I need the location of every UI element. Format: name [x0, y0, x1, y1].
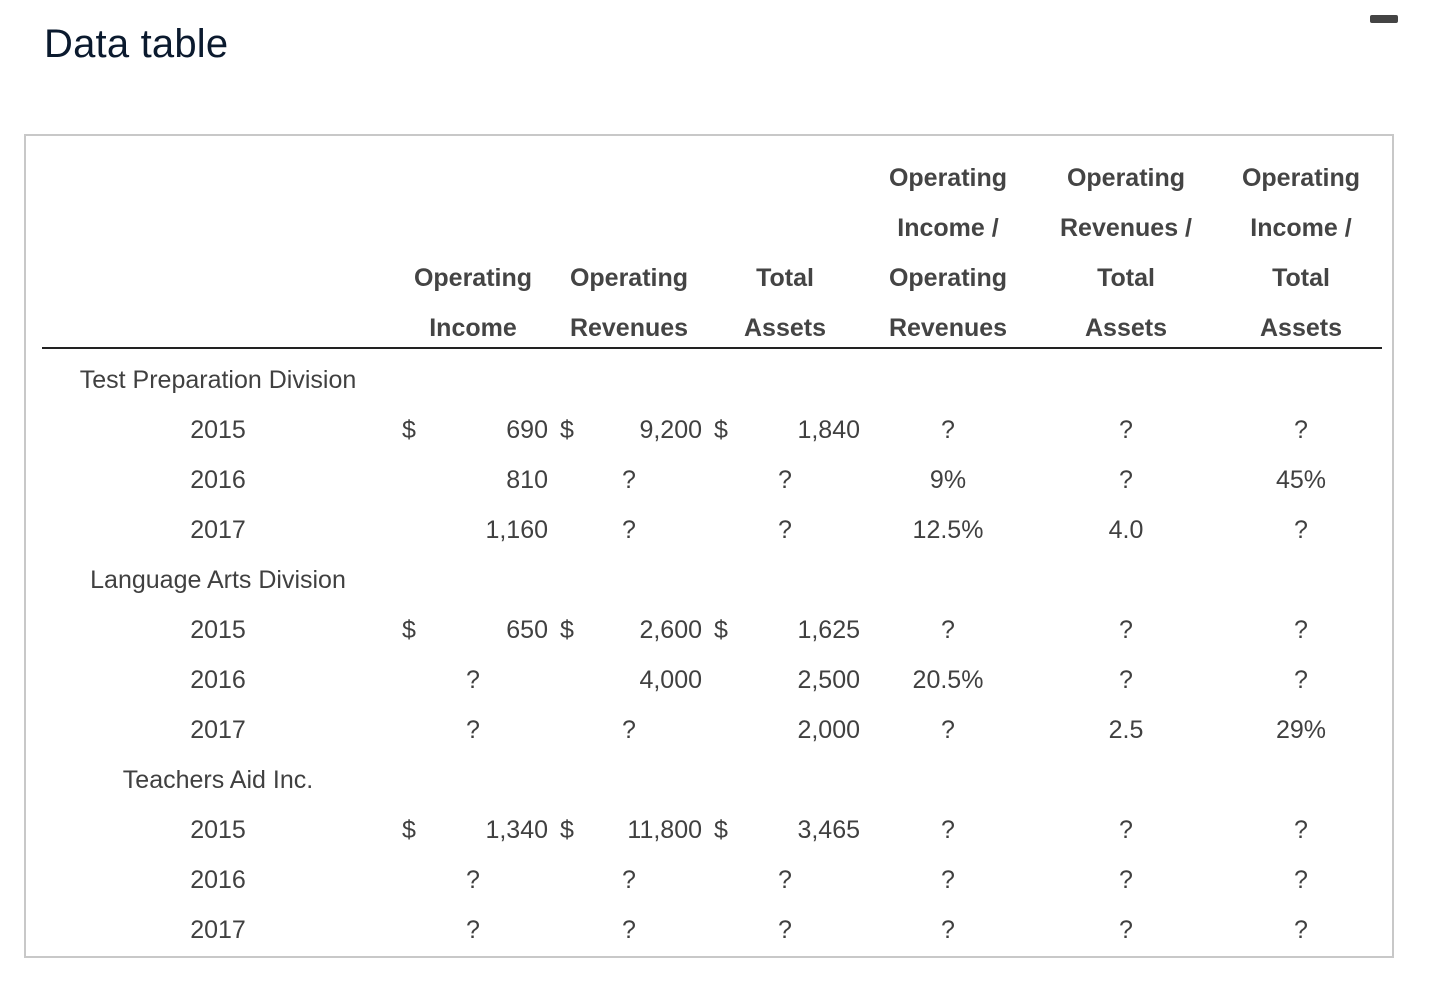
table-cell-rev-cur: $	[560, 616, 574, 644]
group-name: Test Preparation Division	[79, 366, 357, 394]
row-year: 2015	[190, 416, 246, 444]
table-cell-oi-ta: 29%	[1275, 716, 1327, 744]
data-table: Operating Income Operating Revenues Total Ass…	[24, 134, 1394, 958]
table-cell-assets-cur: $	[714, 616, 728, 644]
row-year: 2017	[190, 916, 246, 944]
column-header: Operating	[888, 164, 1008, 192]
table-cell-assets: 3,465	[797, 816, 860, 844]
row-year: 2016	[190, 466, 246, 494]
table-cell-rev-cur: ?	[622, 916, 636, 944]
table-cell-income-cur: ?	[466, 716, 480, 744]
table-cell-oi-ta: ?	[1294, 416, 1308, 444]
table-cell-oi-or: 12.5%	[912, 516, 984, 544]
table-cell-oi-ta: ?	[1294, 866, 1308, 894]
table-cell-assets: 2,500	[797, 666, 860, 694]
table-cell-rev-cur: $	[560, 416, 574, 444]
table-cell-revenues: 4,000	[639, 666, 702, 694]
table-cell-assets-cur: ?	[778, 916, 792, 944]
table-cell-income: 1,340	[485, 816, 548, 844]
table-cell-income: 1,160	[485, 516, 548, 544]
table-cell-oi-or: ?	[941, 716, 955, 744]
table-cell-rev-cur: $	[560, 816, 574, 844]
table-cell-or-ta: ?	[1119, 916, 1133, 944]
table-cell-or-ta: ?	[1119, 816, 1133, 844]
table-cell-income: 810	[506, 466, 548, 494]
table-cell-oi-ta: ?	[1294, 516, 1308, 544]
table-cell-oi-ta: 45%	[1275, 466, 1327, 494]
column-header: Assets	[1085, 314, 1167, 342]
column-header: Operating	[569, 264, 689, 292]
column-header: Total	[756, 264, 814, 292]
table-cell-assets-cur: $	[714, 416, 728, 444]
page-title: Data table	[44, 22, 229, 66]
table-cell-revenues: 11,800	[627, 816, 702, 844]
table-cell-or-ta: ?	[1119, 666, 1133, 694]
table-cell-assets: 2,000	[797, 716, 860, 744]
table-cell-or-ta: ?	[1119, 416, 1133, 444]
column-header: Assets	[744, 314, 826, 342]
table-cell-or-ta: 2.5	[1108, 716, 1144, 744]
row-year: 2015	[190, 816, 246, 844]
table-cell-rev-cur: ?	[622, 466, 636, 494]
column-header: Total	[1272, 264, 1330, 292]
column-header: Revenues /	[1059, 214, 1193, 242]
column-header: Revenues	[888, 314, 1008, 342]
table-cell-or-ta: 4.0	[1108, 516, 1144, 544]
table-cell-oi-or: 20.5%	[912, 666, 984, 694]
table-cell-income-cur: $	[402, 816, 416, 844]
column-header: Operating	[1241, 164, 1361, 192]
table-cell-rev-cur: ?	[622, 866, 636, 894]
table-cell-oi-or: ?	[941, 866, 955, 894]
table-cell-assets-cur: ?	[778, 866, 792, 894]
table-cell-income: 650	[506, 616, 548, 644]
column-header: Income	[429, 314, 517, 342]
header-rule	[42, 347, 1382, 349]
column-header: Total	[1097, 264, 1155, 292]
table-cell-oi-or: ?	[941, 916, 955, 944]
table-cell-income-cur: ?	[466, 916, 480, 944]
row-year: 2016	[190, 866, 246, 894]
table-cell-or-ta: ?	[1119, 616, 1133, 644]
table-cell-income-cur: ?	[466, 666, 480, 694]
table-cell-rev-cur: ?	[622, 516, 636, 544]
table-cell-rev-cur: ?	[622, 716, 636, 744]
table-cell-assets-cur: $	[714, 816, 728, 844]
column-header: Operating	[1066, 164, 1186, 192]
table-cell-oi-or: 9%	[929, 466, 967, 494]
table-cell-oi-ta: ?	[1294, 666, 1308, 694]
column-header: Operating	[888, 264, 1008, 292]
table-cell-assets: 1,625	[797, 616, 860, 644]
column-header: Revenues	[569, 314, 689, 342]
table-cell-assets-cur: ?	[778, 516, 792, 544]
row-year: 2015	[190, 616, 246, 644]
row-year: 2017	[190, 716, 246, 744]
table-cell-assets-cur: ?	[778, 466, 792, 494]
table-cell-oi-or: ?	[941, 416, 955, 444]
group-name: Teachers Aid Inc.	[122, 766, 314, 794]
column-header: Assets	[1260, 314, 1342, 342]
minimize-icon[interactable]	[1370, 15, 1398, 23]
table-cell-revenues: 9,200	[639, 416, 702, 444]
column-header: Income /	[897, 214, 999, 242]
row-year: 2017	[190, 516, 246, 544]
column-header: Income /	[1250, 214, 1352, 242]
table-cell-revenues: 2,600	[639, 616, 702, 644]
table-cell-assets: 1,840	[797, 416, 860, 444]
table-cell-oi-or: ?	[941, 816, 955, 844]
table-cell-or-ta: ?	[1119, 466, 1133, 494]
table-cell-income-cur: $	[402, 616, 416, 644]
table-cell-income-cur: ?	[466, 866, 480, 894]
table-cell-oi-ta: ?	[1294, 816, 1308, 844]
group-name: Language Arts Division	[90, 566, 346, 594]
table-cell-income: 690	[506, 416, 548, 444]
column-header: Operating	[413, 264, 533, 292]
table-cell-oi-or: ?	[941, 616, 955, 644]
table-cell-oi-ta: ?	[1294, 616, 1308, 644]
row-year: 2016	[190, 666, 246, 694]
table-cell-income-cur: $	[402, 416, 416, 444]
table-cell-or-ta: ?	[1119, 866, 1133, 894]
table-cell-oi-ta: ?	[1294, 916, 1308, 944]
